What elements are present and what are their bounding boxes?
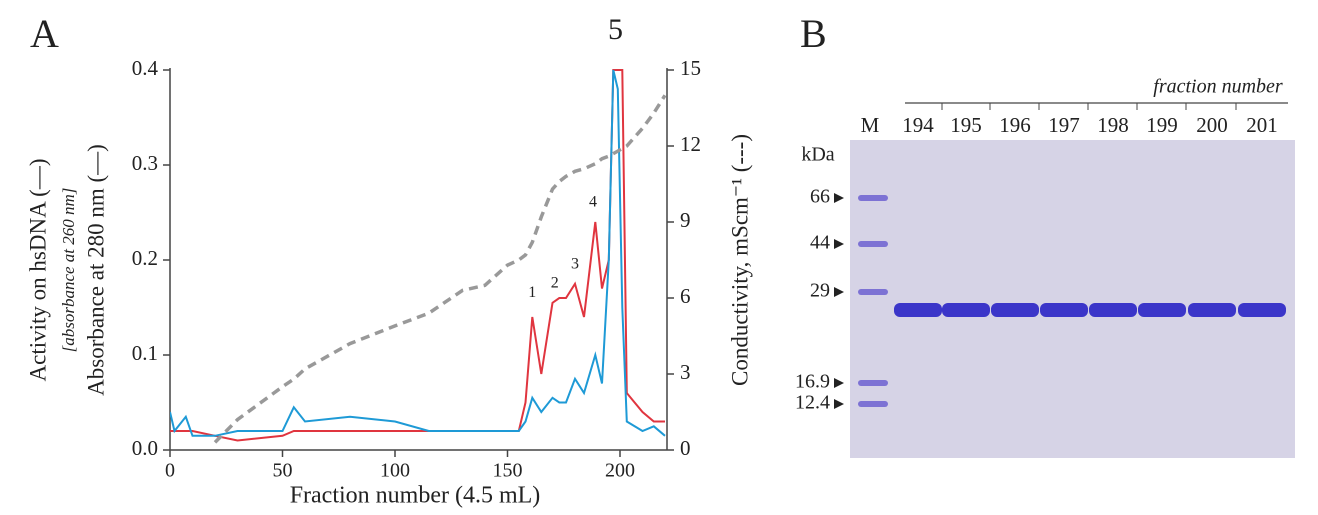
gel-unit: kDa [801, 144, 834, 166]
x-tick-label: 50 [273, 460, 293, 482]
protein-band [894, 303, 942, 317]
y2-axis-label: Conductivity, mScm⁻¹ (---) [727, 134, 752, 386]
lane-label: 195 [950, 113, 982, 137]
protein-band [942, 303, 990, 317]
y-axis-label: Absorbance at 280 nm (—) [83, 144, 108, 396]
protein-band [991, 303, 1039, 317]
lane-label: M [861, 113, 880, 137]
marker-arrow [834, 193, 844, 203]
marker-label: 44 [810, 232, 830, 254]
marker-arrow [834, 287, 844, 297]
x-tick-label: 0 [165, 460, 175, 482]
lane-label: 197 [1048, 113, 1080, 137]
gel-header: fraction number [1153, 76, 1283, 98]
y-tick-label: 0.0 [132, 436, 158, 460]
peak-label: 5 [608, 13, 623, 46]
y2-tick-label: 0 [680, 436, 691, 460]
y-tick-label: 0.4 [132, 56, 159, 80]
y-axis-note: [absorbance at 260 nm] [59, 188, 78, 353]
marker-arrow [834, 239, 844, 249]
peak-label: 4 [589, 194, 597, 211]
marker-label: 66 [810, 186, 830, 208]
lane-label: 194 [902, 113, 934, 137]
gel [850, 140, 1295, 458]
y2-tick-label: 15 [680, 56, 701, 80]
marker-arrow [834, 378, 844, 388]
x-tick-label: 150 [493, 460, 523, 482]
series-line [170, 69, 665, 442]
marker-label: 16.9 [795, 371, 830, 393]
y2-tick-label: 6 [680, 284, 691, 308]
lane-label: 198 [1097, 113, 1129, 137]
protein-band [1238, 303, 1286, 317]
marker-band [858, 241, 888, 247]
marker-band [858, 380, 888, 386]
protein-band [1089, 303, 1137, 317]
y-tick-label: 0.2 [132, 246, 158, 270]
protein-band [1138, 303, 1186, 317]
x-axis-label: Fraction number (4.5 mL) [290, 483, 541, 509]
x-tick-label: 100 [380, 460, 410, 482]
y2-tick-label: 9 [680, 208, 691, 232]
y-tick-label: 0.1 [132, 341, 158, 365]
marker-band [858, 195, 888, 201]
y2-tick-label: 3 [680, 360, 691, 384]
series-line [213, 94, 667, 444]
panel-label: A [30, 11, 59, 56]
marker-label: 12.4 [795, 392, 830, 414]
y2-tick-label: 12 [680, 132, 701, 156]
marker-band [858, 289, 888, 295]
series-line [170, 69, 666, 437]
lane-label: 199 [1146, 113, 1178, 137]
peak-label: 2 [551, 274, 559, 291]
protein-band [1188, 303, 1236, 317]
y-tick-label: 0.3 [132, 151, 158, 175]
peak-label: 1 [528, 284, 536, 301]
lane-label: 200 [1196, 113, 1228, 137]
marker-arrow [834, 399, 844, 409]
protein-band [1040, 303, 1088, 317]
panel-label: B [800, 11, 827, 56]
y-axis-label: Activity on hsDNA (—) [25, 159, 50, 382]
lane-label: 201 [1246, 113, 1278, 137]
marker-label: 29 [810, 280, 830, 302]
x-tick-label: 200 [605, 460, 635, 482]
peak-label: 3 [571, 255, 579, 272]
lane-label: 196 [999, 113, 1031, 137]
marker-band [858, 401, 888, 407]
